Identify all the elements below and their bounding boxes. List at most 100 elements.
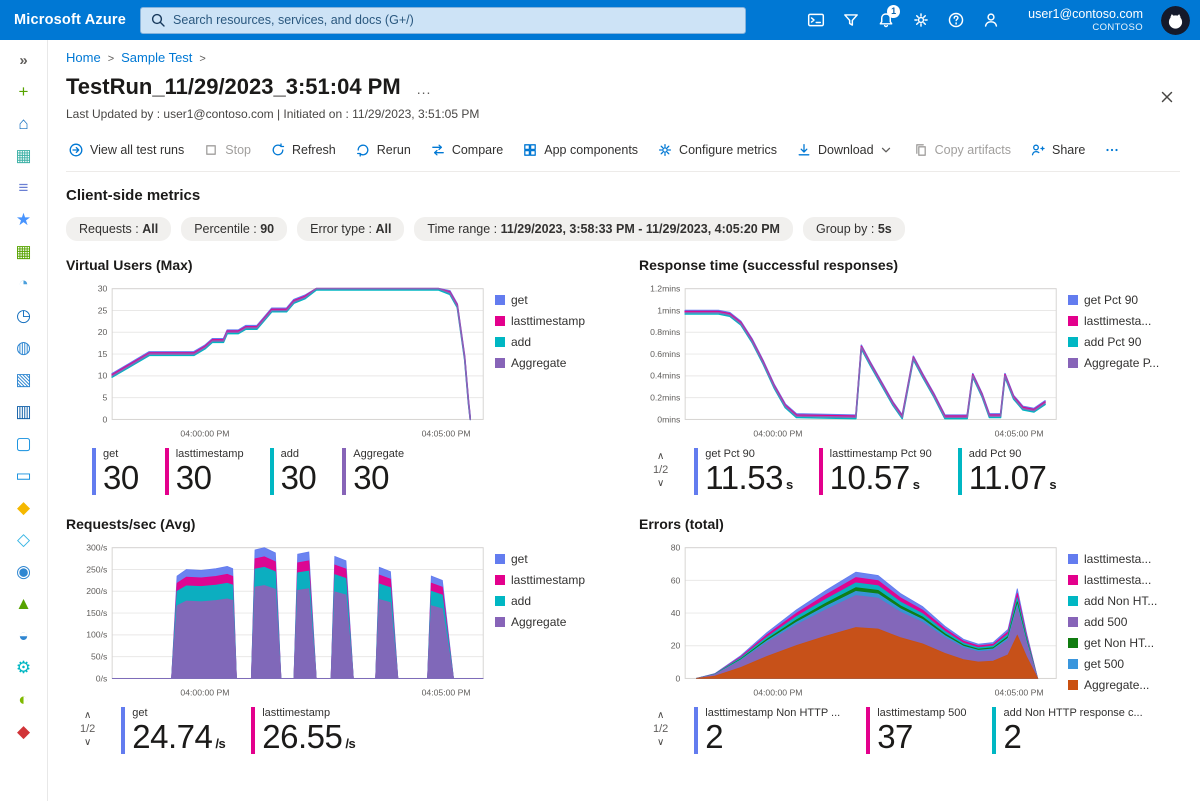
feedback-button[interactable] xyxy=(975,5,1006,36)
legend-item-lasttimestamp[interactable]: lasttimestamp xyxy=(495,573,607,587)
sidebar-item-create-resource[interactable]: + xyxy=(2,76,46,108)
svg-text:04:00:00 PM: 04:00:00 PM xyxy=(180,688,229,698)
sidebar-expand-icon[interactable]: » xyxy=(19,51,28,69)
sidebar-item-users[interactable]: ◒ xyxy=(2,620,46,652)
legend-item-aggregate-p[interactable]: Aggregate P... xyxy=(1068,356,1180,370)
avatar[interactable] xyxy=(1161,5,1190,35)
sidebar-item-all-resources[interactable]: ▦ xyxy=(2,236,46,268)
stat-color-bar xyxy=(164,448,169,496)
legend-label: Aggregate P... xyxy=(1084,356,1160,370)
legend-label: lasttimesta... xyxy=(1084,314,1152,328)
legend-label: lasttimestamp xyxy=(511,572,586,587)
sidebar-item-key-vault[interactable]: ◆ xyxy=(2,492,46,524)
sidebar-item-recent[interactable]: ◷ xyxy=(2,300,46,332)
pager-up-icon[interactable]: ∧ xyxy=(83,710,92,722)
filter-error-type[interactable]: Error type : All xyxy=(297,217,405,241)
legend-item-lasttimesta[interactable]: lasttimesta... xyxy=(1068,314,1180,328)
search-input[interactable] xyxy=(173,13,737,27)
tenant-name: CONTOSO xyxy=(1092,21,1143,33)
toolbar-refresh-button[interactable]: Refresh xyxy=(268,138,338,162)
sidebar-item-resource-groups[interactable]: ◔ xyxy=(2,268,46,300)
legend-item-add-non-ht[interactable]: add Non HT... xyxy=(1068,594,1180,608)
sidebar-item-storage-accounts[interactable]: ▧ xyxy=(2,364,46,396)
sidebar-item-advisor[interactable]: ⚙ xyxy=(2,652,46,684)
legend-item-get-500[interactable]: get 500 xyxy=(1068,657,1180,671)
sidebar-item-monitor[interactable]: ▭ xyxy=(2,460,46,492)
stat-color-bar xyxy=(121,707,126,755)
sidebar-item-favorites[interactable]: ★ xyxy=(2,204,46,236)
filter-time-range[interactable]: Time range : 11/29/2023, 3:58:33 PM - 11… xyxy=(414,217,793,241)
azure-brand[interactable]: Microsoft Azure xyxy=(14,12,127,28)
legend-item-add[interactable]: add xyxy=(495,594,607,608)
legend-item-lasttimestamp[interactable]: lasttimestamp xyxy=(495,314,607,328)
settings-button[interactable] xyxy=(905,5,936,36)
pager-down-icon[interactable]: ∨ xyxy=(83,736,92,748)
svg-text:20: 20 xyxy=(671,641,681,651)
pager-down-icon[interactable]: ∨ xyxy=(656,736,665,748)
account-info[interactable]: user1@contoso.com CONTOSO xyxy=(1028,7,1143,33)
toolbar-rerun-button[interactable]: Rerun xyxy=(353,138,413,162)
legend-item-aggregate[interactable]: Aggregate xyxy=(495,615,607,629)
sidebar-item-cosmos-db[interactable]: ◇ xyxy=(2,524,46,556)
security-center-icon: ▲ xyxy=(15,594,32,613)
sidebar-item-application-insights[interactable]: ◉ xyxy=(2,556,46,588)
help-button[interactable] xyxy=(940,5,971,36)
sidebar-item-defender[interactable]: ◆ xyxy=(2,716,46,748)
close-icon[interactable] xyxy=(1156,86,1178,108)
legend-item-get[interactable]: get xyxy=(495,293,607,307)
svg-text:200/s: 200/s xyxy=(86,586,108,596)
breadcrumb-home[interactable]: Home xyxy=(66,50,101,65)
filter-group-by[interactable]: Group by : 5s xyxy=(802,217,905,241)
notifications-button[interactable]: 1 xyxy=(870,4,901,36)
sidebar-item-sql-databases[interactable]: ▥ xyxy=(2,396,46,428)
legend-item-add[interactable]: add xyxy=(495,335,607,349)
legend-item-add-500[interactable]: add 500 xyxy=(1068,615,1180,629)
cloud-shell-button[interactable] xyxy=(800,5,831,36)
sidebar-item-security-center[interactable]: ▲ xyxy=(2,588,46,620)
stat-color-bar xyxy=(818,448,823,496)
directory-filter-button[interactable] xyxy=(835,5,866,36)
filter-requests[interactable]: Requests : All xyxy=(66,217,172,241)
monitor-icon: ▭ xyxy=(15,466,32,485)
sidebar-item-app-services[interactable]: ◍ xyxy=(2,332,46,364)
legend-item-aggregate[interactable]: Aggregate xyxy=(495,356,607,370)
sidebar-item-all-services[interactable]: ≡ xyxy=(2,172,46,204)
legend-item-get-pct-90[interactable]: get Pct 90 xyxy=(1068,293,1180,307)
all-services-icon: ≡ xyxy=(18,178,29,197)
filter-percentile[interactable]: Percentile : 90 xyxy=(181,217,288,241)
toolbar-more-commands-button[interactable] xyxy=(1102,138,1122,162)
legend-item-lasttimesta[interactable]: lasttimesta... xyxy=(1068,573,1180,587)
app-shell: » + ⌂ ▦ ≡ ★ ▦ ◔ ◷ ◍ ▧ ▥ ▢ ▭ ◆ ◇ ◉ ▲ ◒ ⚙ ◐ ◆ Home > Sample Test… xyxy=(0,40,1200,801)
legend-item-aggregate[interactable]: Aggregate... xyxy=(1068,678,1180,692)
toolbar-configure-metrics-button[interactable]: Configure metrics xyxy=(655,138,779,162)
chart-title: Errors (total) xyxy=(639,515,724,532)
chart-canvas: 30 25 20 15 10 5 0 04:00:00 PM 04:05:00 PM xyxy=(98,284,484,439)
sidebar-item-cost-management[interactable]: ◐ xyxy=(2,684,46,716)
sidebar-item-home[interactable]: ⌂ xyxy=(2,108,46,140)
toolbar-view-all-test-runs-button[interactable]: View all test runs xyxy=(66,138,186,162)
chevron-down-icon xyxy=(881,147,890,153)
sidebar-item-virtual-machines[interactable]: ▢ xyxy=(2,428,46,460)
legend-label: Aggregate xyxy=(511,356,567,370)
toolbar-app-components-button[interactable]: App components xyxy=(520,138,640,162)
pager-up-icon[interactable]: ∧ xyxy=(656,710,665,722)
chart-card-virtual-users: Virtual Users (Max) 30 25 20 15 10 5 0 04:00:00… xyxy=(66,257,607,496)
legend-swatch xyxy=(1068,595,1078,606)
toolbar-compare-button[interactable]: Compare xyxy=(428,138,505,162)
pager-up-icon[interactable]: ∧ xyxy=(656,451,665,463)
breadcrumb-sample-test[interactable]: Sample Test xyxy=(121,50,193,65)
divider xyxy=(66,171,1180,172)
resource-groups-icon: ◔ xyxy=(18,274,29,293)
legend-item-lasttimesta[interactable]: lasttimesta... xyxy=(1068,552,1180,566)
legend-item-get[interactable]: get xyxy=(495,552,607,566)
legend-item-get-non-ht[interactable]: get Non HT... xyxy=(1068,636,1180,650)
toolbar-share-button[interactable]: Share xyxy=(1028,138,1087,162)
toolbar-download-button[interactable]: Download xyxy=(794,138,896,162)
title-more-menu[interactable]: ... xyxy=(416,81,432,97)
pager-down-icon[interactable]: ∨ xyxy=(656,477,665,489)
legend-item-add-pct-90[interactable]: add Pct 90 xyxy=(1068,335,1180,349)
legend-swatch xyxy=(1068,574,1078,585)
charts-grid: Virtual Users (Max) 30 25 20 15 10 5 0 04:00:00… xyxy=(66,257,1180,755)
sidebar-item-dashboard[interactable]: ▦ xyxy=(2,140,46,172)
pager-label: 1/2 xyxy=(80,722,96,735)
